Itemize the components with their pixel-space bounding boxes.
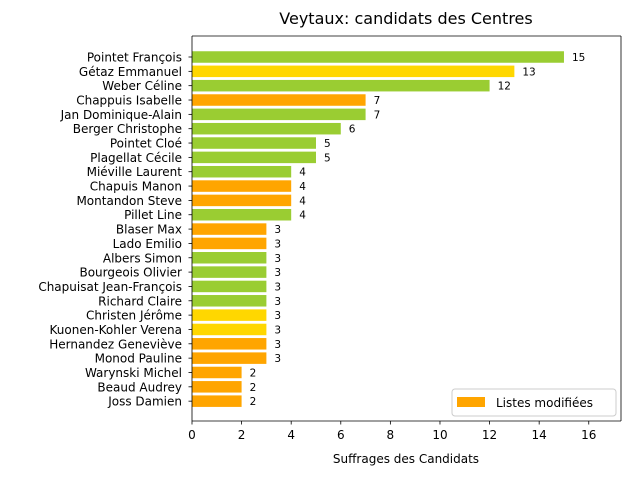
bar-mieville-laurent xyxy=(192,165,292,178)
axes-frame xyxy=(191,35,622,422)
value-label-getaz-emmanuel: 13 xyxy=(522,66,535,78)
bar-getaz-emmanuel xyxy=(192,65,515,78)
bar-weber-celine xyxy=(192,79,490,92)
value-label-chapuis-manon: 4 xyxy=(299,181,306,193)
bar-bourgeois-olivier xyxy=(192,266,267,278)
value-label-christen-jerome: 3 xyxy=(274,310,281,322)
y-tick-label-plagellat-cecile: Plagellat Cécile xyxy=(90,151,182,165)
y-tick-label-pillet-line: Pillet Line xyxy=(124,208,182,222)
value-label-chapuisat-jean-francois: 3 xyxy=(274,281,281,293)
bar-kuonen-kohler-verena xyxy=(192,323,267,336)
x-tick-label-16: 16 xyxy=(581,428,596,442)
y-tick-label-warynski-michel: Warynski Michel xyxy=(85,366,182,380)
bar-richard-claire xyxy=(192,295,267,307)
bars-group xyxy=(192,51,564,407)
x-tick-label-0: 0 xyxy=(188,428,196,442)
bar-joss-damien xyxy=(192,395,242,407)
bar-chappuis-isabelle xyxy=(192,94,366,106)
value-label-mieville-laurent: 4 xyxy=(299,167,306,179)
value-label-berger-christophe: 6 xyxy=(349,124,356,136)
y-tick-label-richard-claire: Richard Claire xyxy=(98,294,182,308)
y-tick-label-pointet-francois: Pointet François xyxy=(87,51,182,65)
value-label-pointet-francois: 15 xyxy=(572,52,585,64)
value-label-albers-simon: 3 xyxy=(274,253,281,265)
value-label-weber-celine: 12 xyxy=(498,81,511,93)
value-label-richard-claire: 3 xyxy=(274,296,281,308)
y-tick-label-jan-dominique-alain: Jan Dominique-Alain xyxy=(60,108,182,122)
y-tick-label-weber-celine: Weber Céline xyxy=(102,79,182,93)
y-tick-label-monod-pauline: Monod Pauline xyxy=(95,352,182,366)
y-tick-label-chapuisat-jean-francois: Chapuisat Jean-François xyxy=(38,280,182,294)
value-label-beaud-audrey: 2 xyxy=(250,382,257,394)
legend: Listes modifiées xyxy=(451,388,617,417)
bar-blaser-max xyxy=(192,223,267,235)
y-tick-label-getaz-emmanuel: Gétaz Emmanuel xyxy=(79,65,182,79)
y-tick-label-lado-emilio: Lado Emilio xyxy=(113,237,182,251)
value-label-montandon-steve: 4 xyxy=(299,195,306,207)
value-label-warynski-michel: 2 xyxy=(250,367,257,379)
x-tick-label-2: 2 xyxy=(238,428,246,442)
x-axis-ticks: 0 2 4 6 8 10 12 14 16 xyxy=(188,421,596,442)
value-label-bourgeois-olivier: 3 xyxy=(274,267,281,279)
bar-monod-pauline xyxy=(192,352,267,364)
bar-chapuisat-jean-francois xyxy=(192,280,267,293)
value-label-pointet-cloe: 5 xyxy=(324,138,331,150)
x-tick-label-10: 10 xyxy=(432,428,447,442)
y-tick-label-chappuis-isabelle: Chappuis Isabelle xyxy=(76,94,182,108)
y-tick-label-albers-simon: Albers Simon xyxy=(103,251,182,265)
bar-hernandez-genevieve xyxy=(192,338,267,350)
value-label-blaser-max: 3 xyxy=(274,224,281,236)
bar-montandon-steve xyxy=(192,194,292,207)
bar-pointet-cloe xyxy=(192,137,316,149)
bar-chapuis-manon xyxy=(192,180,292,192)
value-label-lado-emilio: 3 xyxy=(274,238,281,250)
bar-berger-christophe xyxy=(192,122,341,135)
bar-warynski-michel xyxy=(192,366,242,379)
y-tick-label-christen-jerome: Christen Jérôme xyxy=(86,309,182,323)
legend-box xyxy=(451,388,617,417)
value-label-plagellat-cecile: 5 xyxy=(324,152,331,164)
y-tick-label-joss-damien: Joss Damien xyxy=(107,395,182,409)
legend-label: Listes modifiées xyxy=(496,396,593,410)
value-labels: 15 13 12 7 7 6 5 5 4 4 4 4 3 3 3 3 3 3 3 3 3 3 2 2 2 xyxy=(250,52,586,408)
y-tick-label-kuonen-kohler-verena: Kuonen-Kohler Verena xyxy=(50,323,183,337)
bar-plagellat-cecile xyxy=(192,151,316,164)
y-tick-label-chapuis-manon: Chapuis Manon xyxy=(90,180,182,194)
bar-beaud-audrey xyxy=(192,381,242,393)
chart-title: Veytaux: candidats des Centres xyxy=(279,9,532,28)
bar-jan-dominique-alain xyxy=(192,108,366,121)
x-tick-label-14: 14 xyxy=(532,428,547,442)
value-label-chappuis-isabelle: 7 xyxy=(374,95,381,107)
bar-pointet-francois xyxy=(192,51,564,63)
y-tick-label-berger-christophe: Berger Christophe xyxy=(73,122,182,136)
x-tick-label-12: 12 xyxy=(482,428,497,442)
bar-pillet-line xyxy=(192,208,292,221)
x-tick-label-8: 8 xyxy=(387,428,395,442)
value-label-monod-pauline: 3 xyxy=(274,353,281,365)
bar-christen-jerome xyxy=(192,309,267,321)
bar-albers-simon xyxy=(192,252,267,264)
y-tick-label-montandon-steve: Montandon Steve xyxy=(76,194,182,208)
value-label-pillet-line: 4 xyxy=(299,210,306,222)
y-tick-label-hernandez-genevieve: Hernandez Geneviève xyxy=(49,337,182,351)
x-tick-label-4: 4 xyxy=(287,428,295,442)
value-label-hernandez-genevieve: 3 xyxy=(274,339,281,351)
value-label-jan-dominique-alain: 7 xyxy=(374,109,381,121)
y-tick-label-mieville-laurent: Miéville Laurent xyxy=(87,165,183,179)
value-label-joss-damien: 2 xyxy=(250,396,257,408)
legend-swatch-listes-modifiees xyxy=(457,397,485,407)
y-tick-label-blaser-max: Blaser Max xyxy=(116,223,182,237)
y-tick-label-beaud-audrey: Beaud Audrey xyxy=(97,380,182,394)
bar-lado-emilio xyxy=(192,237,267,250)
x-axis-label: Suffrages des Candidats xyxy=(333,452,479,466)
x-tick-label-6: 6 xyxy=(337,428,345,442)
value-label-kuonen-kohler-verena: 3 xyxy=(274,324,281,336)
y-tick-label-bourgeois-olivier: Bourgeois Olivier xyxy=(79,266,182,280)
y-tick-label-pointet-cloe: Pointet Cloé xyxy=(110,137,182,151)
